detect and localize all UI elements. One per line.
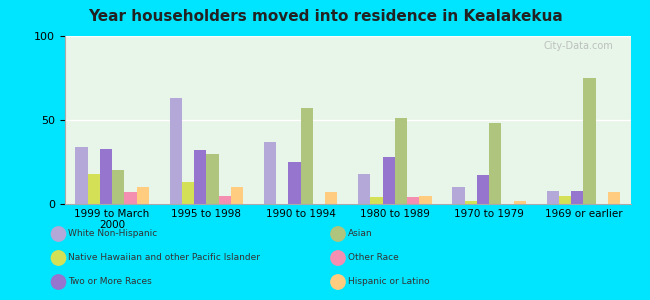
Bar [325, 192, 337, 204]
Bar [264, 142, 276, 204]
Text: Asian: Asian [348, 230, 372, 238]
Bar [608, 192, 620, 204]
Text: City-Data.com: City-Data.com [544, 41, 614, 51]
Bar [407, 197, 419, 204]
Bar [477, 176, 489, 204]
Text: Two or More Races: Two or More Races [68, 278, 152, 286]
Bar [136, 187, 149, 204]
Bar [300, 108, 313, 204]
Bar [207, 154, 218, 204]
Bar [182, 182, 194, 204]
Bar [465, 201, 477, 204]
Bar [75, 147, 88, 204]
Bar [194, 150, 207, 204]
Bar [112, 170, 124, 204]
Bar [370, 197, 383, 204]
Bar [395, 118, 407, 204]
Bar [231, 187, 243, 204]
Bar [88, 174, 100, 204]
Text: Hispanic or Latino: Hispanic or Latino [348, 278, 430, 286]
Bar [289, 162, 300, 204]
Bar [100, 148, 112, 204]
Bar [514, 201, 526, 204]
Bar [124, 192, 136, 204]
Bar [452, 187, 465, 204]
Bar [170, 98, 182, 204]
Bar [218, 196, 231, 204]
Bar [584, 78, 595, 204]
Text: Other Race: Other Race [348, 254, 398, 262]
Bar [559, 196, 571, 204]
Bar [547, 190, 559, 204]
Text: Year householders moved into residence in Kealakekua: Year householders moved into residence i… [88, 9, 562, 24]
Bar [358, 174, 370, 204]
Text: Native Hawaiian and other Pacific Islander: Native Hawaiian and other Pacific Island… [68, 254, 260, 262]
Bar [383, 157, 395, 204]
Bar [419, 196, 432, 204]
Text: White Non-Hispanic: White Non-Hispanic [68, 230, 157, 238]
Bar [571, 190, 583, 204]
Bar [489, 123, 501, 204]
